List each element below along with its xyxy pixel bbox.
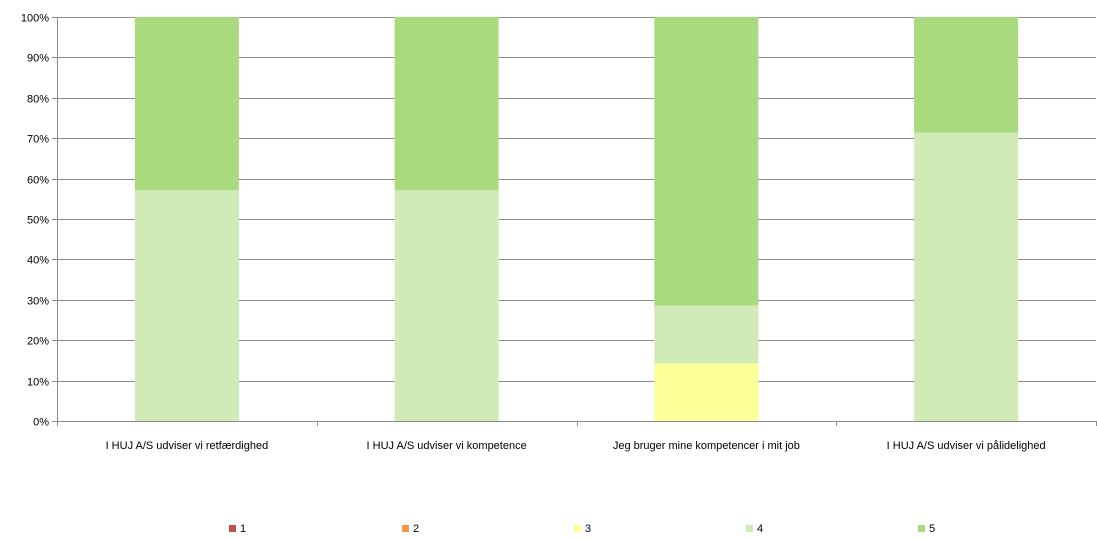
- bar-segment-series-4: [134, 190, 239, 421]
- legend-label: 3: [585, 523, 591, 535]
- y-tick-label: 40%: [27, 255, 49, 267]
- x-category-label: I HUJ A/S udviser vi pålidelighed: [887, 440, 1046, 452]
- bar-segment-series-5: [134, 17, 239, 191]
- y-axis-ticks: 0% 10% 20% 30% 40% 50% 60% 70% 80% 90% 100%: [21, 13, 49, 429]
- y-tick-label: 80%: [27, 94, 49, 106]
- x-category-label: I HUJ A/S udviser vi kompetence: [367, 440, 527, 452]
- y-tick-label: 50%: [27, 215, 49, 227]
- x-axis-labels: I HUJ A/S udviser vi retfærdighed I HUJ A…: [106, 440, 1046, 452]
- y-tick-label: 100%: [21, 13, 49, 25]
- y-tick-label: 10%: [27, 377, 49, 389]
- x-category-label: I HUJ A/S udviser vi retfærdighed: [106, 440, 269, 452]
- bar-segment-series-4: [394, 190, 499, 421]
- bar-segment-series-5: [654, 17, 759, 306]
- bar-segment-series-5: [914, 17, 1019, 133]
- y-tick-label: 20%: [27, 336, 49, 348]
- y-tick-label: 30%: [27, 296, 49, 308]
- x-category-label: Jeg bruger mine kompetencer i mit job: [613, 440, 800, 452]
- bar-segment-series-4: [914, 132, 1019, 421]
- y-tick-label: 60%: [27, 175, 49, 187]
- legend-swatch: [918, 525, 925, 532]
- y-tick-label: 0%: [33, 417, 49, 429]
- legend-swatch: [746, 525, 753, 532]
- legend-label: 2: [413, 523, 419, 535]
- legend-label: 1: [240, 523, 246, 535]
- bars: [134, 17, 1019, 421]
- bar-segment-series-4: [654, 305, 759, 364]
- legend-swatch: [574, 525, 581, 532]
- legend: 1 2 3 4 5: [229, 523, 935, 535]
- y-tick-label: 70%: [27, 134, 49, 146]
- legend-swatch: [402, 525, 409, 532]
- legend-swatch: [229, 525, 236, 532]
- bar-segment-series-3: [654, 363, 759, 421]
- legend-label: 4: [757, 523, 763, 535]
- bar-segment-series-5: [394, 17, 499, 191]
- y-tick-label: 90%: [27, 53, 49, 65]
- legend-label: 5: [929, 523, 935, 535]
